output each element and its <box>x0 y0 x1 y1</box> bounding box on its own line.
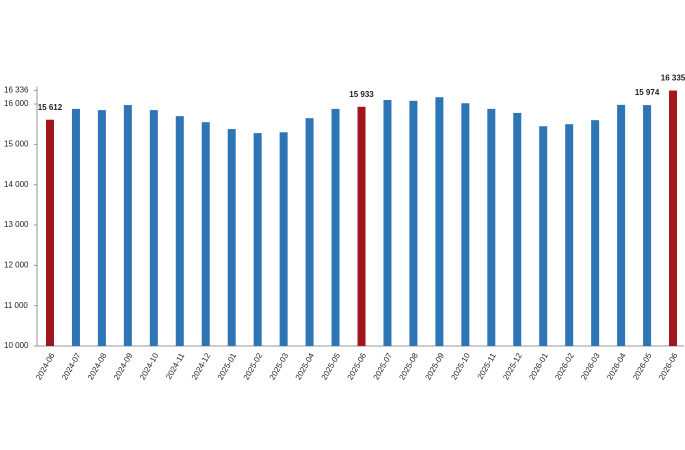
x-tick-label: 2024-09 <box>112 351 135 381</box>
bar <box>253 133 262 346</box>
x-tick-label: 2025-11 <box>476 351 498 381</box>
bar <box>617 104 626 346</box>
x-tick-label: 2026-05 <box>631 351 654 381</box>
x-tick-label: 2025-02 <box>242 351 265 381</box>
value-label: 15 612 <box>38 103 63 112</box>
x-tick-label: 2024-07 <box>60 351 83 381</box>
bar <box>279 132 288 346</box>
x-tick-label: 2024-12 <box>190 351 213 381</box>
y-tick-label: 13 000 <box>4 220 29 229</box>
x-tick-label: 2025-09 <box>423 351 446 381</box>
bar <box>149 110 158 346</box>
x-tick-label: 2024-11 <box>164 351 186 381</box>
y-tick-label: 14 000 <box>4 180 29 189</box>
bar <box>45 119 54 346</box>
bar <box>123 105 132 346</box>
bar <box>357 106 366 346</box>
x-tick-label: 2026-04 <box>605 351 628 381</box>
bar <box>305 118 314 346</box>
value-label: 15 933 <box>349 90 374 99</box>
bar <box>513 112 522 346</box>
x-tick-label: 2026-06 <box>657 351 680 381</box>
bar <box>175 116 184 346</box>
x-tick-label: 2024-06 <box>34 351 57 381</box>
y-tick-label: 16 336 <box>4 86 29 95</box>
y-tick-label: 12 000 <box>4 260 29 269</box>
x-tick-label: 2026-03 <box>579 351 602 381</box>
y-tick-label: 15 000 <box>4 139 29 148</box>
value-label: 15 974 <box>635 88 660 97</box>
bar <box>383 100 392 347</box>
bar <box>643 105 652 347</box>
x-tick-label: 2025-05 <box>320 351 343 381</box>
bar <box>97 110 106 346</box>
bar <box>409 100 418 346</box>
bar <box>565 124 574 346</box>
bar <box>487 108 496 346</box>
bar <box>461 103 470 346</box>
x-tick-label: 2024-08 <box>86 351 109 381</box>
x-tick-label: 2025-03 <box>268 351 291 381</box>
bar <box>227 129 236 346</box>
x-tick-label: 2025-08 <box>398 351 421 381</box>
x-tick-label: 2026-02 <box>553 351 576 381</box>
x-tick-label: 2025-07 <box>372 351 395 381</box>
value-label: 16 335 <box>661 74 685 83</box>
x-tick-label: 2026-01 <box>527 351 550 381</box>
bar <box>591 120 600 346</box>
x-tick-label: 2025-01 <box>216 351 239 381</box>
x-tick-label: 2025-10 <box>449 351 472 381</box>
bar <box>201 122 210 346</box>
y-tick-label: 10 000 <box>4 341 29 350</box>
bar <box>539 126 548 347</box>
bar <box>435 97 444 346</box>
x-tick-label: 2024-10 <box>138 351 161 381</box>
x-tick-label: 2025-04 <box>294 351 317 381</box>
x-tick-label: 2025-06 <box>346 351 369 381</box>
bar <box>669 90 678 347</box>
y-tick-label: 11 000 <box>4 301 28 310</box>
bar <box>331 108 340 346</box>
y-tick-label: 16 000 <box>4 99 29 108</box>
bar <box>71 108 80 346</box>
x-tick-label: 2025-12 <box>501 351 524 381</box>
